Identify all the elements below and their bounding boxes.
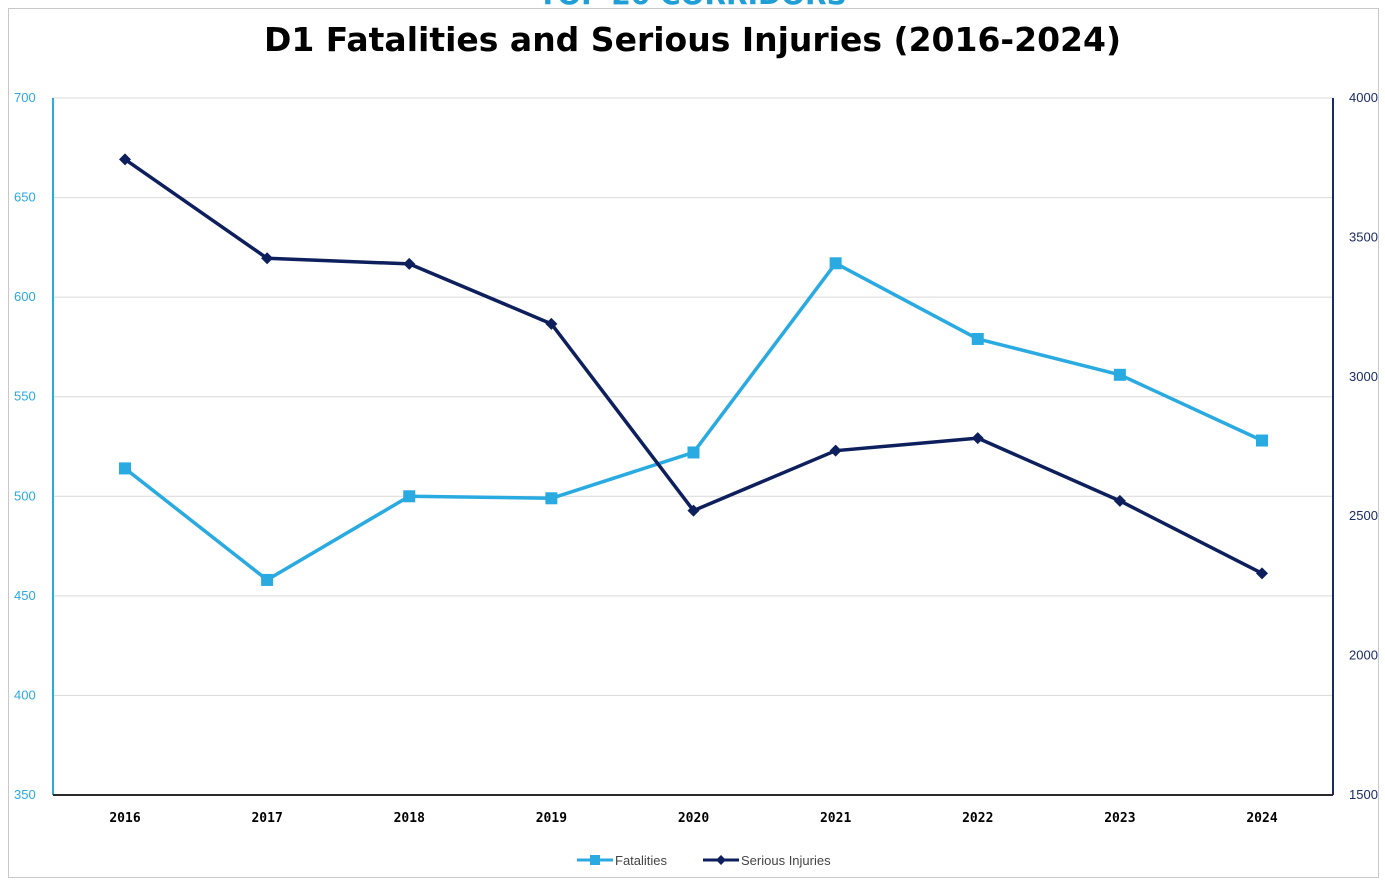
- axes: 350 400 450 500 550 600 650 700 1500 2000 2500 3000…: [14, 90, 1378, 826]
- x-tick-label: 2023: [1104, 811, 1135, 826]
- y-left-tick-label: 550: [14, 389, 36, 404]
- x-tick-label: 2016: [109, 811, 140, 826]
- y-right-tick-label: 1500: [1349, 787, 1378, 802]
- y-right-tick-label: 2500: [1349, 508, 1378, 523]
- x-tick-label: 2018: [394, 811, 425, 826]
- fatalities-point: [545, 492, 558, 505]
- legend-fatalities-label: Fatalities: [615, 853, 668, 868]
- serious-injuries-point: [971, 432, 984, 445]
- y-right-tick-label: 2000: [1349, 648, 1378, 663]
- x-tick-label: 2022: [962, 811, 993, 826]
- legend-fatalities-marker: [590, 855, 600, 865]
- y-left-tick-label: 350: [14, 787, 36, 802]
- x-tick-label: 2024: [1246, 811, 1277, 826]
- fatalities-point: [119, 462, 131, 475]
- fatalities-point: [971, 332, 984, 345]
- x-tick-label: 2019: [536, 811, 567, 826]
- serious-injuries-point: [261, 252, 274, 265]
- serious-injuries-point: [687, 504, 700, 517]
- fatalities-point: [829, 257, 842, 270]
- fatalities-point: [261, 573, 274, 586]
- chart-title: D1 Fatalities and Serious Injuries (2016…: [263, 20, 1122, 59]
- y-right-tick-label: 4000: [1349, 90, 1378, 105]
- chart-frame: [8, 8, 1379, 878]
- y-left-tick-label: 400: [14, 687, 36, 702]
- y-left-tick-label: 700: [14, 90, 36, 105]
- y-right-tick-label: 3500: [1349, 229, 1378, 244]
- serious-injuries-point: [829, 444, 842, 457]
- serious-injuries-point: [1256, 567, 1268, 580]
- x-tick-label: 2017: [251, 811, 282, 826]
- series-lines: [119, 153, 1268, 586]
- y-left-tick-label: 650: [14, 190, 36, 205]
- x-tick-label: 2020: [678, 811, 709, 826]
- serious-injuries-point: [545, 317, 558, 330]
- y-left-tick-label: 600: [14, 289, 36, 304]
- fatalities-point: [1113, 368, 1126, 381]
- fatalities-point: [687, 446, 700, 459]
- fatalities-point: [403, 490, 416, 503]
- y-left-tick-label: 450: [14, 588, 36, 603]
- legend: Fatalities Serious Injuries: [577, 853, 831, 868]
- serious-injuries-point: [119, 153, 131, 166]
- legend-serious-injuries-marker: [716, 855, 726, 865]
- y-right-tick-label: 3000: [1349, 369, 1378, 384]
- fatalities-line: [123, 261, 1263, 582]
- serious-injuries-point: [1113, 494, 1126, 507]
- serious-injuries-point: [403, 257, 416, 270]
- legend-serious-injuries-label: Serious Injuries: [741, 853, 831, 868]
- gridlines: [53, 97, 1333, 696]
- fatalities-point: [1256, 434, 1268, 447]
- y-left-tick-label: 500: [14, 488, 36, 503]
- page-banner: TOP 20 CORRIDORS: [0, 0, 1385, 11]
- x-tick-label: 2021: [820, 811, 851, 826]
